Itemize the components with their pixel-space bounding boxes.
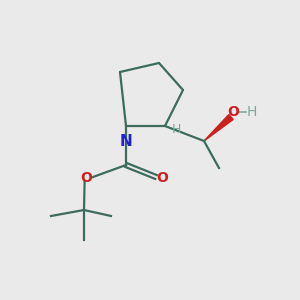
Text: O: O [157,172,169,185]
Text: H: H [246,105,256,118]
Polygon shape [204,115,233,141]
Text: O: O [80,171,92,184]
Text: N: N [120,134,132,149]
Text: O: O [227,105,239,118]
Text: H: H [172,123,181,136]
